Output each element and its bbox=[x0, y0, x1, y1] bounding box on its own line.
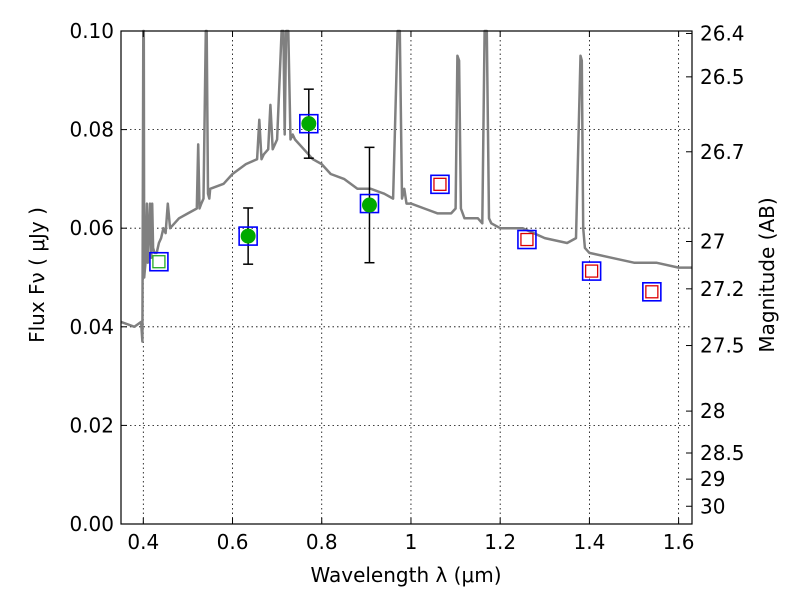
mag-tick-label: 28.5 bbox=[700, 441, 745, 465]
model-photometry-square bbox=[359, 193, 380, 214]
limit-square bbox=[584, 264, 599, 278]
y-tick-label: 0.04 bbox=[69, 315, 114, 339]
data-markers bbox=[149, 113, 662, 302]
y-tick-label: 0.10 bbox=[69, 19, 114, 43]
detection-point bbox=[301, 116, 317, 132]
limit-square bbox=[433, 177, 447, 191]
mag-tick-label: 29 bbox=[700, 467, 725, 491]
model-photometry-square bbox=[642, 281, 662, 302]
mag-tick-label: 27 bbox=[700, 230, 725, 254]
x-tick-label: 1.2 bbox=[484, 530, 516, 554]
mag-tick-label: 27.2 bbox=[700, 277, 745, 301]
model-spectrum-line bbox=[120, 29, 692, 343]
x-axis-label: Wavelength λ (μm) bbox=[310, 563, 501, 587]
y-tick-label: 0.08 bbox=[69, 118, 114, 142]
model-photometry-square bbox=[517, 229, 537, 250]
x-tick-label: 1.4 bbox=[573, 530, 605, 554]
detection-point bbox=[361, 197, 377, 213]
limit-square bbox=[520, 232, 534, 247]
axis-ticks bbox=[121, 30, 692, 525]
x-tick-label: 1 bbox=[405, 530, 418, 554]
plot-frame bbox=[120, 30, 693, 525]
model-photometry-square bbox=[581, 261, 602, 281]
mag-tick-label: 26.7 bbox=[700, 140, 745, 164]
y-tick-label: 0.02 bbox=[69, 413, 114, 437]
limit-square bbox=[152, 255, 166, 269]
tick-labels: 0.4 0.6 0.8 1 1.2 1.4 1.6 0.00 0.02 0.04 0.06 0.08 0… bbox=[69, 19, 744, 554]
x-tick-label: 1.6 bbox=[663, 530, 695, 554]
y-axis-label: Flux Fν ( μJy ) bbox=[25, 207, 49, 343]
detection-point bbox=[240, 228, 256, 244]
mag-tick-label: 27.5 bbox=[700, 334, 745, 358]
x-tick-label: 0.4 bbox=[127, 530, 159, 554]
model-photometry-square bbox=[430, 174, 450, 195]
x-tick-label: 0.6 bbox=[217, 530, 249, 554]
mag-tick-label: 28 bbox=[700, 399, 725, 423]
model-photometry-square bbox=[299, 113, 319, 134]
mag-tick-label: 30 bbox=[700, 494, 725, 518]
y-tick-label: 0.00 bbox=[69, 512, 114, 536]
y-tick-label: 0.06 bbox=[69, 216, 114, 240]
mag-tick-label: 26.4 bbox=[700, 21, 745, 45]
limit-square bbox=[645, 285, 659, 299]
mag-tick-label: 26.5 bbox=[700, 65, 745, 89]
x-tick-label: 0.8 bbox=[306, 530, 338, 554]
model-photometry-square bbox=[238, 226, 258, 246]
y2-axis-label: Magnitude (AB) bbox=[755, 197, 779, 352]
model-photometry-square bbox=[149, 251, 169, 272]
